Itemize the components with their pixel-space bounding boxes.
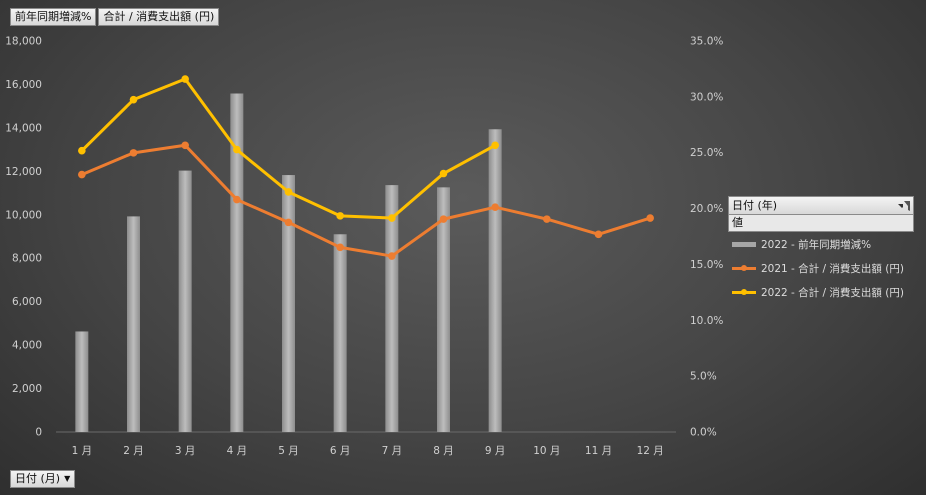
x-tick-label: 1 月 [72,445,93,457]
series-point-0 [129,149,138,157]
field-button-yoy[interactable]: 前年同期増減% [10,8,97,26]
bar-2022-yoy [178,170,192,433]
y-left-tick-label: 4,000 [12,340,42,352]
x-tick-label: 5 月 [278,445,299,457]
series-point-1 [78,146,86,155]
x-tick-label: 12 月 [637,445,664,457]
bar-2022-yoy [488,129,502,433]
series-point-0 [78,170,86,179]
y-right-tick-label: 15.0% [690,259,723,271]
series-point-1 [491,141,499,150]
x-tick-label: 10 月 [533,445,560,457]
series-point-0 [284,218,293,227]
y-left-tick-label: 12,000 [5,166,42,178]
series-point-0 [233,195,241,204]
legend-label: 2021 - 合計 / 消費支出額 (円) [761,262,904,275]
x-tick-label: 4 月 [227,445,248,457]
legend-item-2022-yoy: 2022 - 前年同期増減% [728,232,914,256]
legend-swatch-line [732,264,756,271]
legend-title: 日付 (年) [732,199,778,212]
y-right-tick-label: 25.0% [690,147,723,159]
y-left-tick-label: 10,000 [5,209,42,221]
y-left-tick-label: 18,000 [5,36,42,48]
legend-subtitle: 値 [728,215,914,232]
series-line-0 [80,143,652,258]
y-right-tick-label: 5.0% [690,371,717,383]
series-point-0 [439,215,448,223]
series-point-0 [646,214,654,222]
x-tick-label: 7 月 [382,445,403,457]
series-point-0 [336,243,344,252]
x-tick-label: 6 月 [330,445,351,457]
axis-field-button-month[interactable]: 日付 (月) ▼ [10,470,76,488]
series-point-0 [594,230,603,239]
y-right-tick-label: 0.0% [690,427,717,439]
y-left-tick-label: 6,000 [12,296,42,308]
series-point-1 [233,145,241,154]
value-field-buttons: 前年同期増減% 合計 / 消費支出額 (円) [10,8,220,26]
legend-label: 2022 - 合計 / 消費支出額 (円) [761,286,904,299]
x-tick-label: 9 月 [485,445,506,457]
dropdown-arrow-icon[interactable]: ▼ [64,474,71,483]
series-point-0 [491,203,499,211]
bar-2022-yoy [385,185,399,432]
series-point-0 [388,252,396,260]
legend-item-2022-expense: 2022 - 合計 / 消費支出額 (円) [728,280,914,304]
y-right-tick-label: 35.0% [690,36,723,48]
bar-2022-yoy [282,175,295,433]
y-right-tick-label: 10.0% [690,315,723,327]
y-left-tick-label: 2,000 [12,383,42,395]
legend: 日付 (年) 値 2022 - 前年同期増減% 2021 - 合計 / 消費支出… [728,196,914,304]
series-point-0 [181,141,189,150]
series-point-1 [181,75,189,83]
series-point-1 [336,212,344,220]
y-left-tick-label: 16,000 [5,79,42,91]
x-tick-label: 2 月 [123,445,144,457]
series-point-1 [388,214,396,222]
legend-swatch-line [732,288,756,295]
series-point-1 [129,95,138,104]
y-left-tick-label: 14,000 [5,122,42,134]
legend-item-2021-expense: 2021 - 合計 / 消費支出額 (円) [728,256,914,280]
field-button-expense[interactable]: 合計 / 消費支出額 (円) [98,8,220,26]
series-point-0 [543,215,551,223]
filter-dropdown-icon[interactable] [898,200,910,211]
legend-swatch-bar [732,241,756,247]
bar-2022-yoy [230,93,244,433]
bar-2022-yoy [127,216,140,432]
series-point-1 [439,169,448,178]
legend-label: 2022 - 前年同期増減% [761,238,872,251]
x-tick-label: 3 月 [175,445,196,457]
bar-2022-yoy [75,331,89,432]
axis-field-label: 日付 (月) [15,472,61,485]
y-right-tick-label: 30.0% [690,91,723,103]
bar-2022-yoy [437,187,450,432]
x-tick-label: 11 月 [585,445,612,457]
y-left-tick-label: 8,000 [12,253,42,265]
series-point-1 [284,188,293,196]
y-left-tick-label: 0 [35,427,42,439]
x-tick-label: 8 月 [433,445,454,457]
legend-field-button[interactable]: 日付 (年) [728,196,914,215]
y-right-tick-label: 20.0% [690,203,723,215]
bar-2022-yoy [333,234,347,432]
